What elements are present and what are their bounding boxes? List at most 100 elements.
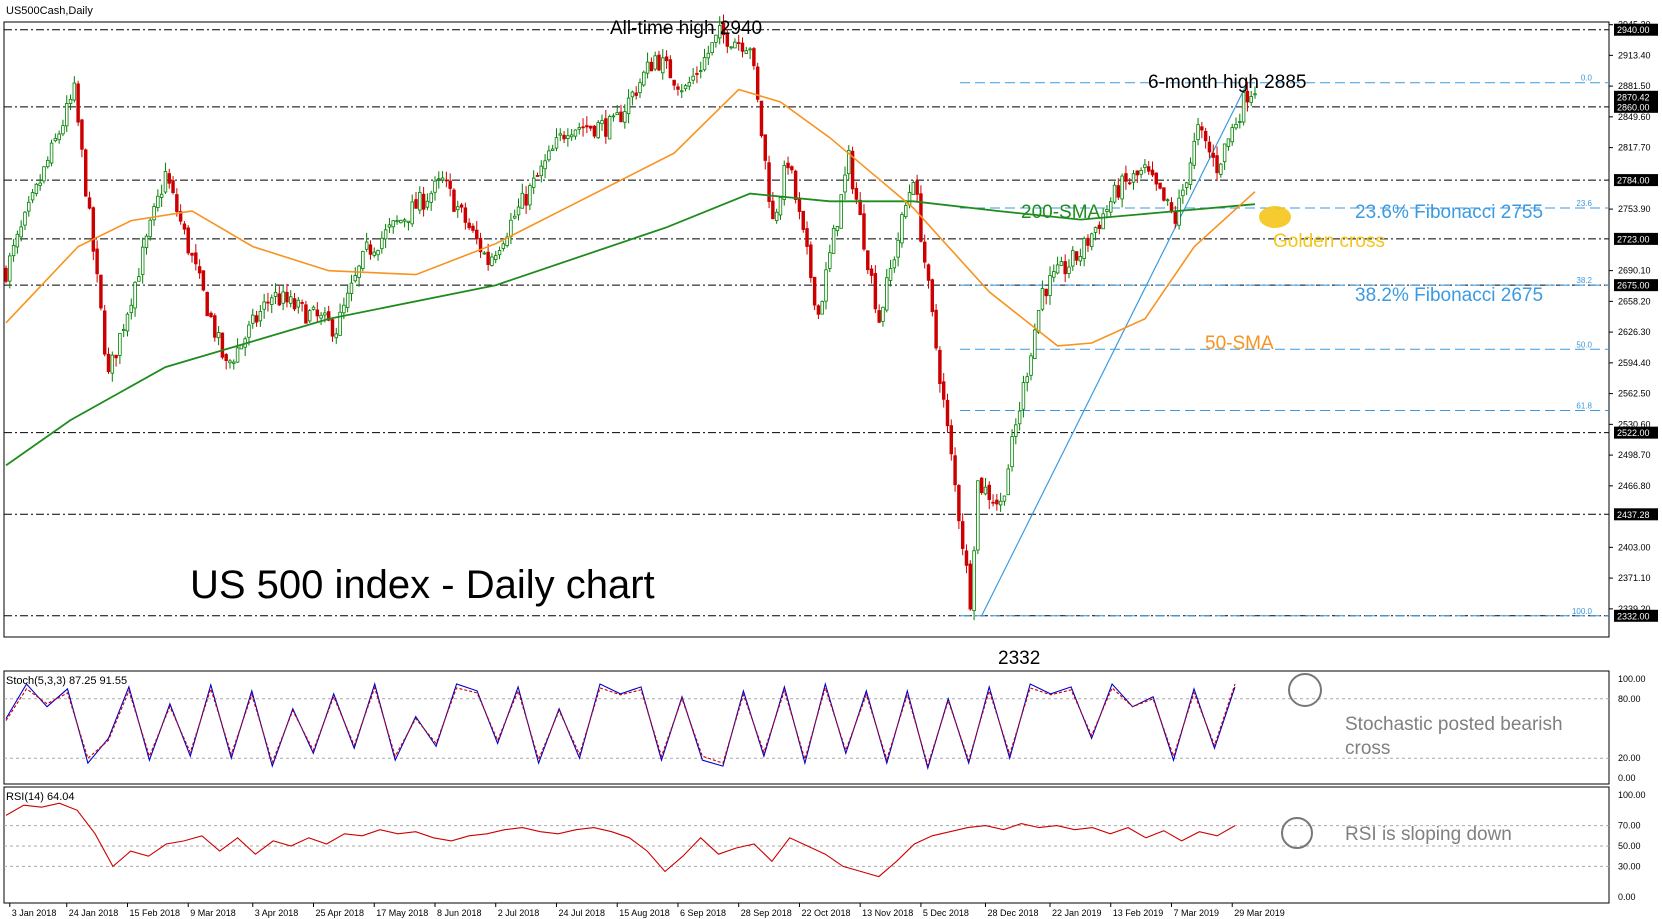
candle-body — [27, 201, 31, 212]
price-level-tag — [1614, 279, 1658, 292]
candle-body — [1109, 201, 1113, 213]
candle-body — [983, 486, 988, 495]
candle-body — [186, 227, 190, 254]
oscillator-series-pct-k — [5, 681, 1236, 771]
candle-body — [945, 399, 950, 427]
candle-body — [1181, 189, 1185, 197]
candle-body — [273, 291, 278, 297]
candle-body — [805, 228, 809, 247]
fib-level-label: 50.0 — [1576, 340, 1592, 349]
date-tick-label: 17 May 2018 — [376, 908, 428, 918]
candle-body — [1006, 468, 1010, 496]
candle-body — [949, 425, 954, 455]
candle-body — [383, 229, 388, 240]
candle-body — [858, 199, 862, 216]
all-time-high-label: All-time high 2940 — [610, 18, 762, 39]
candle-body — [140, 246, 145, 275]
symbol-label: US500Cash,Daily — [6, 5, 93, 17]
candle-body — [456, 206, 460, 211]
price-level-tag — [1614, 508, 1658, 521]
candle-body — [1162, 187, 1166, 201]
oscillator-tick-label: 80.00 — [1618, 694, 1641, 704]
candle-body — [934, 309, 938, 349]
candle-body — [623, 111, 627, 123]
candle-body — [300, 302, 304, 304]
candlesticks — [4, 14, 1257, 621]
candle-body — [34, 183, 39, 194]
candle-body — [1116, 185, 1121, 198]
candle-body — [528, 185, 532, 206]
date-tick-label: 25 Apr 2018 — [316, 908, 365, 918]
candle-body — [1105, 209, 1109, 212]
candle-body — [1033, 329, 1037, 359]
candle-body — [178, 211, 183, 222]
candle-body — [691, 75, 695, 81]
candle-body — [213, 315, 217, 338]
oscillator-series-rsi — [5, 802, 1236, 878]
candle-body — [577, 127, 581, 130]
fibonacci-levels: 0.0 23.6 38.2 50.0 61.8 100.0 — [960, 74, 1609, 617]
price-tick-label: 2690.10 — [1618, 266, 1651, 276]
candle-body — [638, 82, 642, 94]
candle-body — [558, 133, 562, 136]
candle-body — [490, 256, 494, 266]
oscillator-tick-label: 30.00 — [1618, 861, 1641, 871]
candle-body — [1101, 213, 1105, 230]
candle-body — [216, 332, 221, 339]
candle-body — [941, 381, 946, 400]
price-tick-label: 2594.40 — [1618, 358, 1651, 368]
candle-body — [467, 222, 471, 229]
price-tick-label: 2371.10 — [1618, 573, 1651, 583]
candle-body — [1025, 376, 1029, 383]
candle-body — [494, 255, 498, 260]
candle-body — [778, 197, 783, 216]
candle-body — [1021, 382, 1026, 410]
candle-body — [258, 311, 263, 322]
candle-body — [1097, 224, 1102, 229]
price-tick-label: 2466.80 — [1618, 481, 1651, 491]
low-label: 2332 — [998, 648, 1040, 669]
candle-body — [288, 296, 293, 304]
candle-body — [1203, 130, 1208, 142]
candle-body — [406, 220, 411, 223]
candle-body — [771, 200, 775, 220]
candle-body — [1230, 127, 1234, 143]
candle-body — [1120, 175, 1124, 200]
candle-body — [839, 194, 843, 229]
candle-body — [1086, 237, 1090, 246]
candle-body — [547, 150, 551, 161]
candle-body — [736, 42, 741, 44]
candle-body — [862, 213, 866, 250]
stochastic-annotation-line1: Stochastic posted bearish — [1345, 714, 1563, 735]
candle-body — [611, 115, 616, 118]
candle-body — [554, 137, 559, 149]
date-tick-label: 15 Aug 2018 — [619, 908, 670, 918]
candle-body — [1245, 90, 1250, 103]
candle-body — [744, 50, 749, 54]
date-tick-label: 3 Apr 2018 — [255, 908, 299, 918]
date-tick-label: 29 Mar 2019 — [1234, 908, 1285, 918]
candle-body — [885, 277, 889, 311]
rsi-line: 100.00 70.00 50.00 30.00 0.00 — [4, 790, 1646, 902]
candle-body — [194, 252, 198, 265]
candle-body — [118, 332, 122, 356]
date-tick-label: 22 Jan 2019 — [1052, 908, 1102, 918]
candle-body — [782, 165, 786, 200]
candle-body — [228, 360, 232, 364]
golden-cross-marker — [1259, 206, 1291, 228]
candle-body — [831, 227, 836, 254]
candle-body — [657, 54, 661, 71]
candle-body — [976, 480, 980, 551]
price-level-tag — [1614, 174, 1658, 187]
candle-body — [171, 180, 175, 194]
candle-body — [463, 207, 468, 223]
candle-body — [1241, 92, 1246, 123]
candle-body — [520, 192, 525, 209]
fib-trendline — [981, 82, 1248, 617]
price-tick-label: 2403.00 — [1618, 542, 1651, 552]
rsi-panel-frame — [3, 786, 1610, 904]
price-level-tag — [1614, 232, 1658, 245]
candle-body — [729, 46, 733, 49]
candle-body — [319, 314, 323, 319]
